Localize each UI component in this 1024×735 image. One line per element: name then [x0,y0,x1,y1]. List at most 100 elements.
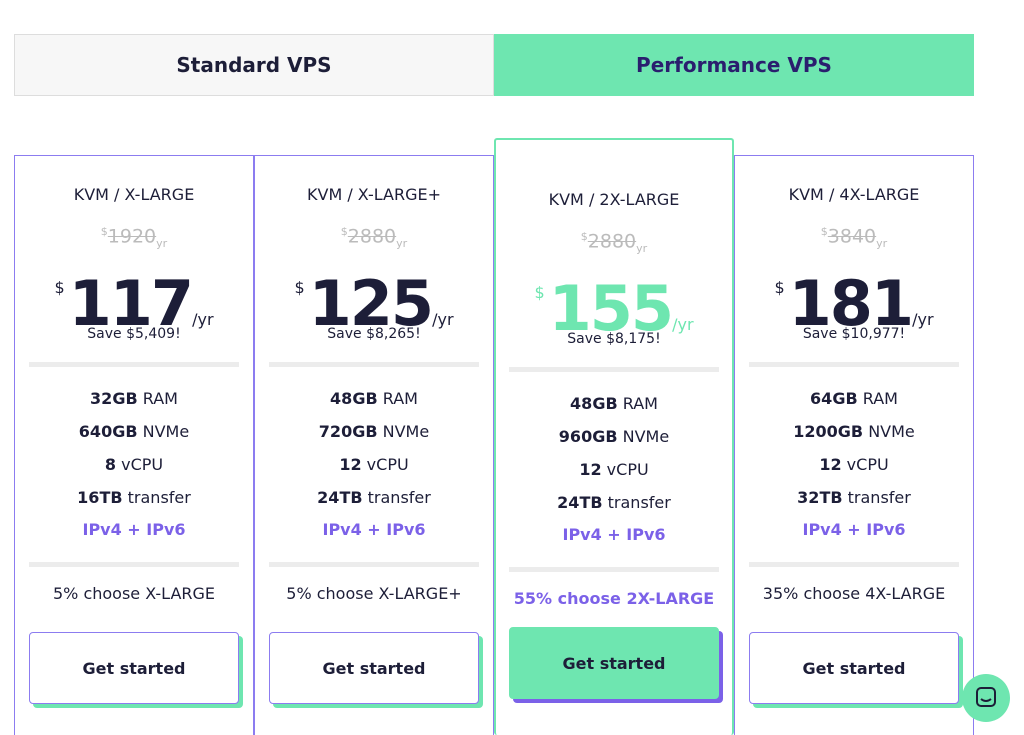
old-amount: 2880 [587,230,637,253]
amount: 181 [788,267,914,340]
spec: 640GB NVMe [14,422,254,441]
separator [269,362,479,367]
spec-value: 64GB [810,389,858,408]
spec-label: NVMe [142,422,190,441]
spec-value: 720GB [318,422,378,441]
spec-label: NVMe [622,427,670,446]
price: $117/yr [14,250,254,358]
old-price: $3840yr [734,225,974,250]
price: $155/yr [494,255,734,363]
spec-value: 1200GB [793,422,864,441]
spec-label: RAM [622,394,658,413]
spec-value: 8 [104,455,117,474]
spec-value: 32GB [90,389,138,408]
spec-value: 48GB [570,394,618,413]
old-price: $1920yr [14,225,254,250]
spec-label: vCPU [606,460,649,479]
get-started-button[interactable]: Get started [29,632,239,704]
currency: $ [54,278,65,297]
spec-label: transfer [607,493,671,512]
tab[interactable]: Performance VPS [494,34,974,96]
currency: $ [534,283,545,302]
spec-value: 12 [579,460,602,479]
separator [749,362,959,367]
old-unit: yr [876,237,888,251]
spec: 8 vCPU [14,455,254,474]
old-amount: 1920 [107,225,157,248]
unit: /yr [192,310,214,329]
spec: 720GB NVMe [254,422,494,441]
old-amount: 2880 [347,225,397,248]
spec-value: 960GB [558,427,618,446]
spec-label: vCPU [846,455,889,474]
spec-label: vCPU [121,455,164,474]
tab[interactable]: Standard VPS [14,34,494,96]
currency: $ [774,278,785,297]
network: IPv4 + IPv6 [802,520,906,539]
spec: 24TB transfer [494,493,734,512]
spec-value: 12 [339,455,362,474]
separator [749,562,959,567]
currency: $ [294,278,305,297]
separator [269,562,479,567]
popularity: 5% choose X-LARGE [52,584,216,603]
separator [509,567,719,572]
spec: 12 vCPU [734,455,974,474]
network: IPv4 + IPv6 [322,520,426,539]
save-note: Save $10,977! [802,326,906,342]
unit: /yr [912,310,934,329]
old-amount: 3840 [827,225,877,248]
spec-value: 24TB [557,493,603,512]
plan-name: KVM / X-LARGE+ [307,185,441,204]
spec-value: 640GB [78,422,138,441]
spec: 24TB transfer [254,488,494,507]
amount: 125 [308,267,434,340]
price: $125/yr [254,250,494,358]
spec-label: transfer [367,488,431,507]
separator [29,562,239,567]
spec-label: transfer [127,488,191,507]
amount: 117 [68,267,194,340]
old-currency: $ [100,225,108,238]
spec-value: 16TB [77,488,123,507]
old-price: $2880yr [494,230,734,255]
old-price: $2880yr [254,225,494,250]
spec: 48GB RAM [494,394,734,413]
unit: /yr [432,310,454,329]
spec: 12 vCPU [494,460,734,479]
spec-value: 32TB [797,488,843,507]
separator [509,367,719,372]
get-started-button[interactable]: Get started [269,632,479,704]
spec: 32TB transfer [734,488,974,507]
old-currency: $ [820,225,828,238]
amount: 155 [548,272,674,345]
get-started-button[interactable]: Get started [749,632,959,704]
chat-bubble[interactable] [962,674,1010,722]
spec-label: RAM [382,389,418,408]
plan-name: KVM / X-LARGE [73,185,195,204]
plan-name: KVM / 2X-LARGE [548,190,680,209]
spec: 48GB RAM [254,389,494,408]
old-currency: $ [580,230,588,243]
spec: 12 vCPU [254,455,494,474]
spec-label: vCPU [366,455,409,474]
spec: 32GB RAM [14,389,254,408]
price: $181/yr [734,250,974,358]
save-note: Save $8,265! [327,326,421,342]
spec-value: 24TB [317,488,363,507]
old-unit: yr [396,237,408,251]
spec: 960GB NVMe [494,427,734,446]
separator [29,362,239,367]
network: IPv4 + IPv6 [562,525,666,544]
spec: 16TB transfer [14,488,254,507]
chat-icon [976,687,996,707]
spec: 64GB RAM [734,389,974,408]
old-unit: yr [636,242,648,256]
popularity: 5% choose X-LARGE+ [286,584,462,603]
spec-value: 48GB [330,389,378,408]
spec-label: NVMe [868,422,915,441]
old-unit: yr [156,237,168,251]
old-currency: $ [340,225,348,238]
get-started-button[interactable]: Get started [509,627,719,699]
